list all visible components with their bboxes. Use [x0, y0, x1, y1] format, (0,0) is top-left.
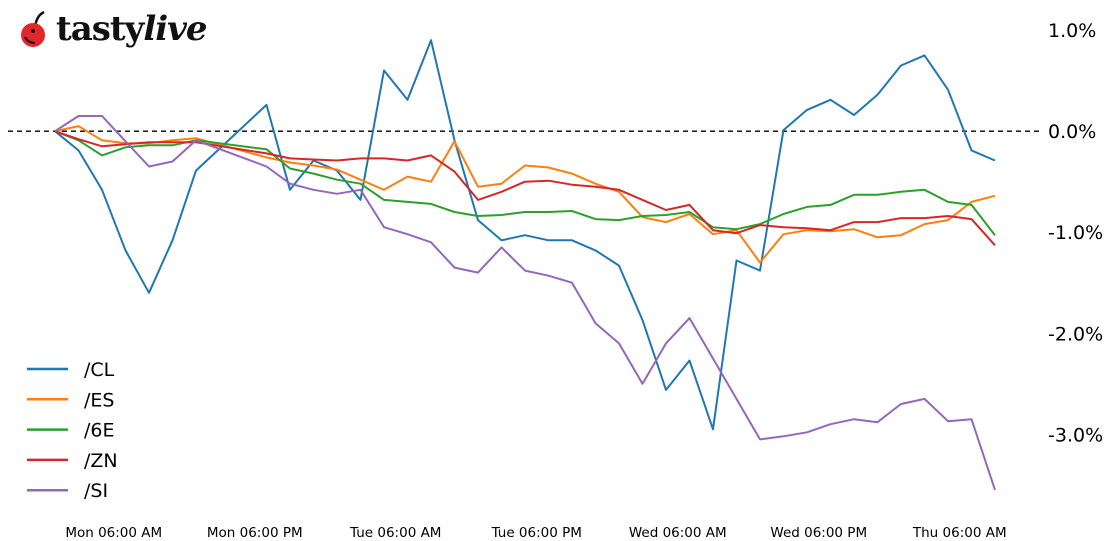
series-line-cl: [54, 39, 996, 431]
legend-label: /CL: [84, 359, 115, 381]
logo-wordmark: tastylive: [56, 9, 208, 49]
y-tick-label: -2.0%: [1048, 323, 1103, 345]
x-tick-label: Thu 06:00 AM: [912, 525, 1007, 541]
y-tick-label: 1.0%: [1048, 20, 1096, 42]
series-line-6e: [54, 130, 996, 236]
x-tick-label: Tue 06:00 PM: [491, 525, 582, 541]
tastylive-logo: tastylive: [18, 9, 208, 49]
y-tick-label: 0.0%: [1048, 121, 1096, 143]
y-tick-label: -1.0%: [1048, 222, 1103, 244]
legend-label: /ES: [84, 389, 114, 411]
series-line-es: [54, 125, 996, 264]
x-tick-label: Mon 06:00 AM: [65, 525, 162, 541]
y-tick-label: -3.0%: [1048, 424, 1103, 446]
series-line-zn: [54, 130, 996, 246]
series-line-si: [54, 115, 996, 491]
x-tick-label: Mon 06:00 PM: [207, 525, 303, 541]
x-tick-label: Tue 06:00 AM: [349, 525, 441, 541]
legend-label: /6E: [84, 420, 115, 442]
legend-label: /ZN: [84, 450, 118, 472]
x-tick-label: Wed 06:00 AM: [629, 525, 727, 541]
cherry-icon: [21, 10, 45, 47]
x-tick-label: Wed 06:00 PM: [770, 525, 867, 541]
legend-label: /SI: [84, 480, 108, 502]
